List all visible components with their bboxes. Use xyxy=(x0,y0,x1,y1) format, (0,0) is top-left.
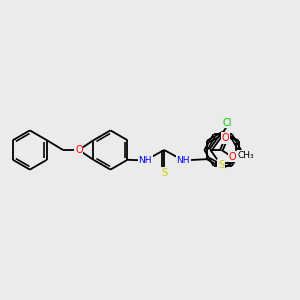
Text: NH: NH xyxy=(139,156,152,165)
Text: O: O xyxy=(221,133,229,143)
Text: S: S xyxy=(218,160,224,170)
Text: NH: NH xyxy=(176,156,190,165)
Text: O: O xyxy=(229,152,236,162)
Text: Cl: Cl xyxy=(222,118,232,128)
Text: S: S xyxy=(161,168,167,178)
Text: CH₃: CH₃ xyxy=(238,151,254,160)
Text: O: O xyxy=(75,145,83,155)
